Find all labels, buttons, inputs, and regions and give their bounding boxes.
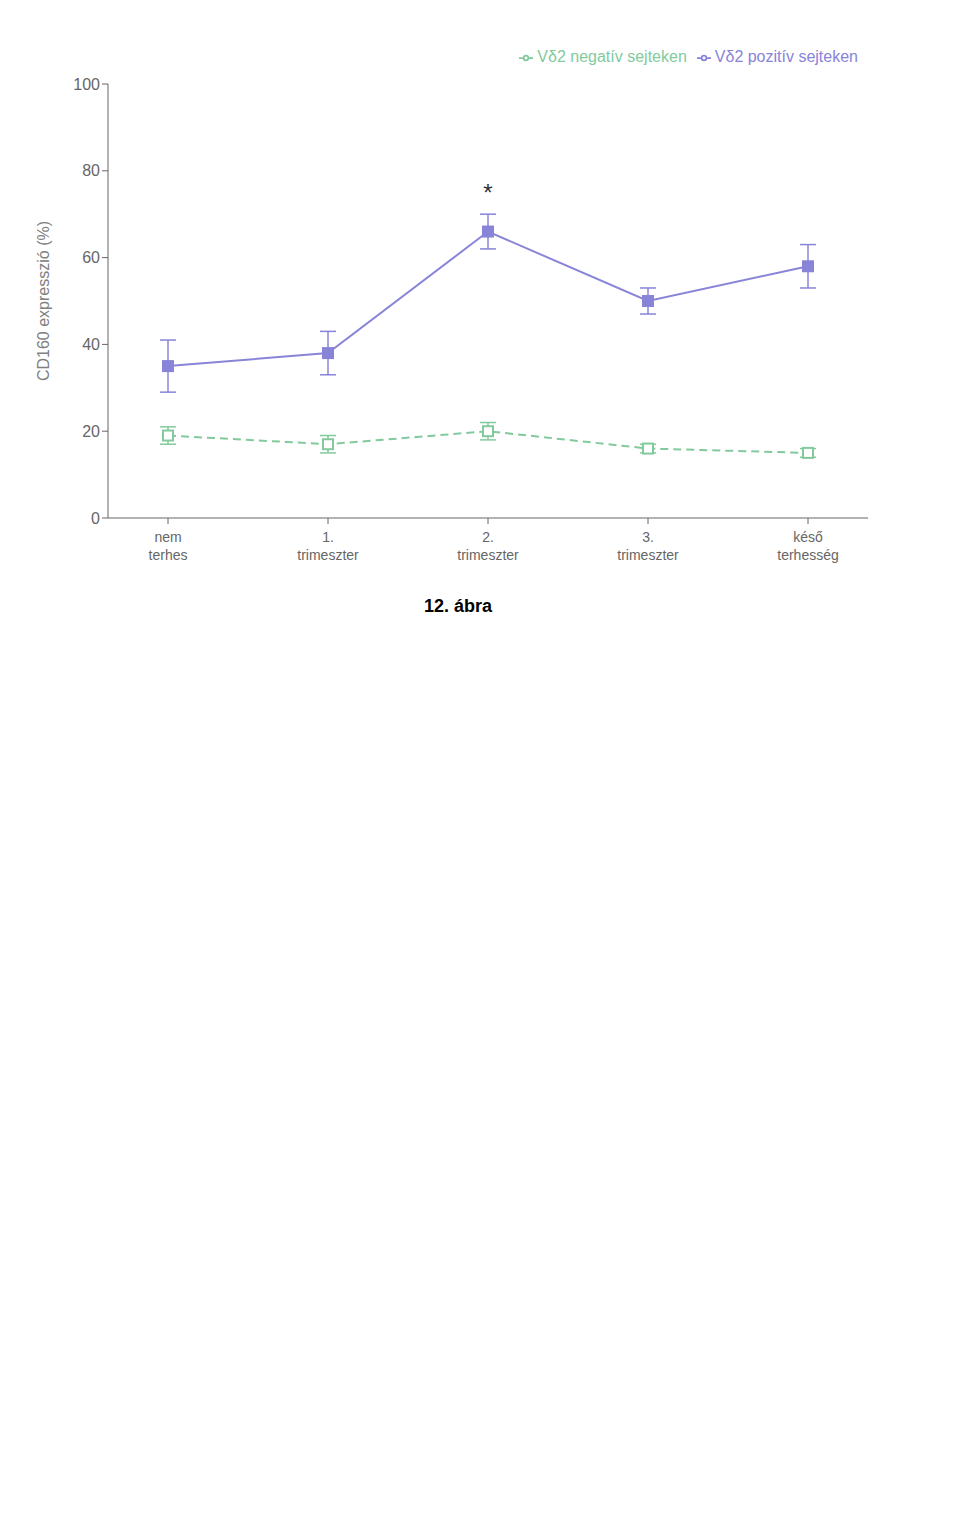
svg-text:100: 100 <box>73 76 100 93</box>
svg-text:0: 0 <box>91 510 100 527</box>
svg-text:60: 60 <box>82 249 100 266</box>
svg-text:CD160 expresszió (%): CD160 expresszió (%) <box>35 221 52 381</box>
svg-text:3.trimeszter: 3.trimeszter <box>617 529 679 563</box>
svg-text:későterhesség: későterhesség <box>777 529 838 563</box>
html-text:12. ábra: 12. ábra <box>424 596 492 616</box>
html-text:Vδ2 pozitív sejteken: Vδ2 pozitív sejteken <box>714 48 858 65</box>
svg-text:nemterhes: nemterhes <box>149 529 188 563</box>
svg-text:*: * <box>483 179 492 206</box>
html-text:Vδ2 negatív sejteken: Vδ2 negatív sejteken <box>537 48 687 65</box>
svg-text:40: 40 <box>82 336 100 353</box>
svg-text:80: 80 <box>82 162 100 179</box>
svg-text:20: 20 <box>82 423 100 440</box>
svg-text:2.trimeszter: 2.trimeszter <box>457 529 519 563</box>
svg-text:1.trimeszter: 1.trimeszter <box>297 529 359 563</box>
